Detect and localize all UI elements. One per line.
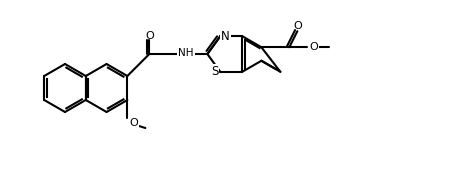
Text: O: O <box>129 118 138 128</box>
Text: O: O <box>293 21 302 31</box>
Text: O: O <box>145 31 154 41</box>
Text: S: S <box>211 65 219 78</box>
Text: N: N <box>221 30 230 43</box>
Text: NH: NH <box>178 48 194 58</box>
Text: O: O <box>310 42 318 52</box>
